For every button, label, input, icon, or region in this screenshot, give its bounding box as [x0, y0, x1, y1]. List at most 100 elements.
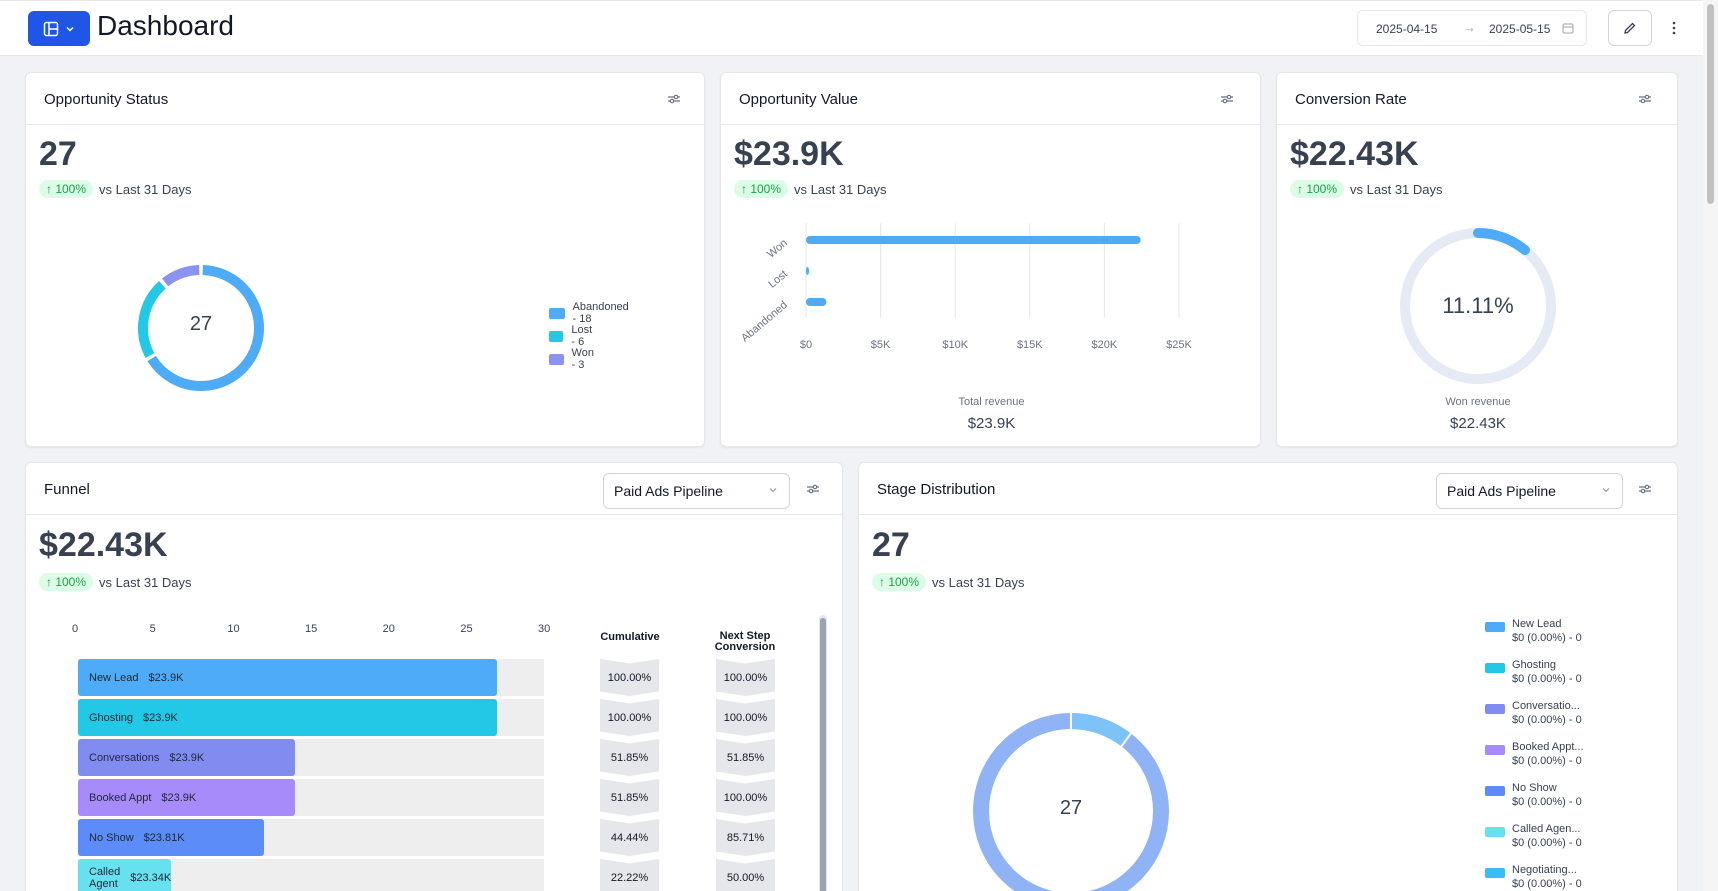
- legend-stage-detail: $0 (0.00%) - 0: [1512, 796, 1582, 808]
- stage-amount: $23.9K: [143, 711, 178, 724]
- funnel-bar[interactable]: Ghosting $23.9K: [78, 699, 498, 736]
- funnel-scrollbar[interactable]: [819, 615, 827, 891]
- cumulative-cell: 44.44%: [600, 819, 659, 856]
- scrollbar-thumb[interactable]: [1707, 4, 1714, 204]
- trend-indicator: ↑ 100% vs Last 31 Days: [872, 573, 1025, 591]
- filter-settings-button[interactable]: [803, 479, 823, 499]
- legend-stage-detail: $0 (0.00%) - 0: [1512, 673, 1582, 685]
- stage-name: Called Agent: [89, 865, 121, 890]
- legend-swatch: [1485, 622, 1505, 632]
- trend-indicator: ↑ 100% vs Last 31 Days: [39, 180, 192, 198]
- legend-item[interactable]: Ghosting $0 (0.00%) - 0: [1485, 659, 1595, 691]
- legend-item[interactable]: Negotiating... $0 (0.00%) - 0: [1485, 864, 1595, 891]
- legend-swatch: [1485, 827, 1505, 837]
- more-options-button[interactable]: [1664, 13, 1684, 43]
- funnel-bar[interactable]: New Lead $23.9K: [78, 659, 498, 696]
- bar[interactable]: [806, 298, 827, 306]
- legend-swatch: [1485, 868, 1505, 878]
- card-header: Opportunity Status: [26, 73, 704, 125]
- stage-distribution-card: Stage Distribution Paid Ads Pipeline 27 …: [858, 462, 1678, 891]
- trend-indicator: ↑ 100% vs Last 31 Days: [734, 180, 887, 198]
- layout-icon: [43, 21, 59, 36]
- x-tick-label: 5: [149, 623, 156, 635]
- page-scrollbar[interactable]: [1703, 0, 1718, 891]
- pipeline-select[interactable]: Paid Ads Pipeline: [603, 473, 790, 509]
- metric-value: $22.43K: [1290, 135, 1419, 173]
- trend-badge: ↑ 100%: [39, 180, 94, 198]
- funnel-bar[interactable]: Called Agent $23.34K: [78, 859, 172, 891]
- chart-caption-value: $22.43K: [1450, 415, 1506, 432]
- legend-item[interactable]: New Lead $0 (0.00%) - 0: [1485, 618, 1595, 650]
- funnel-row[interactable]: No Show $23.81K: [78, 819, 544, 856]
- x-tick-label: 15: [305, 623, 318, 635]
- pipeline-select[interactable]: Paid Ads Pipeline: [1436, 473, 1623, 509]
- donut-slice[interactable]: [161, 265, 200, 287]
- legend-stage-detail: $0 (0.00%) - 0: [1512, 878, 1582, 890]
- next-step-header: Next Step Conversion: [710, 631, 780, 653]
- funnel-row[interactable]: Conversations $23.9K: [78, 739, 544, 776]
- donut-slice-highlight: [1070, 713, 1132, 747]
- next-step-cell: 50.00%: [716, 859, 775, 891]
- legend-swatch: [1485, 704, 1505, 714]
- funnel-scrollbar-thumb[interactable]: [820, 618, 826, 891]
- chevron-down-icon: [66, 26, 74, 32]
- funnel-row[interactable]: Ghosting $23.9K: [78, 699, 544, 736]
- y-tick-label: Lost: [766, 268, 790, 291]
- filter-settings-button[interactable]: [1217, 89, 1237, 109]
- donut-slice[interactable]: [147, 265, 264, 391]
- revenue-bar-chart: $0 $5K $10K $15K $20K $25K Won Lost Abandoned: [739, 223, 1193, 351]
- legend-item[interactable]: Booked Appt... $0 (0.00%) - 0: [1485, 741, 1595, 773]
- x-tick-label: 10: [227, 623, 240, 635]
- x-tick-label: 0: [72, 623, 79, 635]
- funnel-bar[interactable]: Booked Appt $23.9K: [78, 779, 296, 816]
- trend-label: vs Last 31 Days: [99, 181, 192, 197]
- layout-switcher-button[interactable]: [28, 11, 90, 46]
- legend-item[interactable]: Won - 3: [549, 347, 599, 371]
- trend-label: vs Last 31 Days: [99, 574, 192, 590]
- stage-amount: $23.9K: [169, 751, 205, 764]
- trend-badge: ↑ 100%: [39, 573, 94, 591]
- legend-label: Lost - 6: [571, 324, 593, 348]
- legend-stage-name: Booked Appt...: [1512, 741, 1584, 753]
- legend-item[interactable]: Lost - 6: [549, 324, 598, 348]
- legend-swatch: [1485, 745, 1505, 755]
- cumulative-cell: 22.22%: [600, 859, 659, 891]
- stage-amount: $23.9K: [148, 671, 184, 684]
- card-header: Opportunity Value: [721, 73, 1260, 125]
- legend-item[interactable]: No Show $0 (0.00%) - 0: [1485, 782, 1595, 814]
- y-tick-label: Won: [765, 237, 790, 261]
- legend-item[interactable]: Conversatio... $0 (0.00%) - 0: [1485, 700, 1595, 732]
- donut-center-label: 27: [189, 313, 213, 335]
- legend-swatch: [549, 330, 564, 342]
- funnel-row[interactable]: New Lead $23.9K: [78, 659, 544, 696]
- date-end[interactable]: 2025-05-15: [1489, 22, 1551, 36]
- filter-settings-button[interactable]: [664, 89, 684, 109]
- legend-item[interactable]: Abandoned - 18: [549, 301, 633, 325]
- x-tick-label: 30: [538, 623, 551, 635]
- date-start[interactable]: 2025-04-15: [1376, 22, 1438, 36]
- donut-slice[interactable]: [138, 280, 166, 358]
- card-header: Funnel Paid Ads Pipeline: [26, 463, 842, 515]
- legend-item[interactable]: Called Agen... $0 (0.00%) - 0: [1485, 823, 1595, 855]
- sliders-icon: [1639, 484, 1651, 494]
- calendar-icon: [1562, 23, 1574, 34]
- card-title: Funnel: [44, 481, 90, 498]
- funnel-row[interactable]: Called Agent $23.34K: [78, 859, 544, 891]
- top-bar: Dashboard 2025-04-15 → 2025-05-15: [0, 0, 1703, 56]
- ring-progress[interactable]: [1473, 228, 1530, 256]
- metric-value: 27: [872, 526, 910, 564]
- funnel-row[interactable]: Booked Appt $23.9K: [78, 779, 544, 816]
- filter-settings-button[interactable]: [1635, 479, 1655, 499]
- filter-settings-button[interactable]: [1635, 89, 1655, 109]
- legend-swatch: [1485, 786, 1505, 796]
- funnel-bar[interactable]: Conversations $23.9K: [78, 739, 296, 776]
- edit-dashboard-button[interactable]: [1608, 10, 1652, 46]
- stage-name: Ghosting: [89, 711, 134, 724]
- bar[interactable]: [806, 236, 1141, 244]
- funnel-bar[interactable]: No Show $23.81K: [78, 819, 265, 856]
- date-range-picker[interactable]: 2025-04-15 → 2025-05-15: [1357, 10, 1587, 46]
- legend-stage-name: Ghosting: [1512, 659, 1557, 671]
- bar[interactable]: [806, 267, 809, 275]
- legend-stage-detail: $0 (0.00%) - 0: [1512, 714, 1582, 726]
- x-tick-label: $10K: [942, 339, 968, 351]
